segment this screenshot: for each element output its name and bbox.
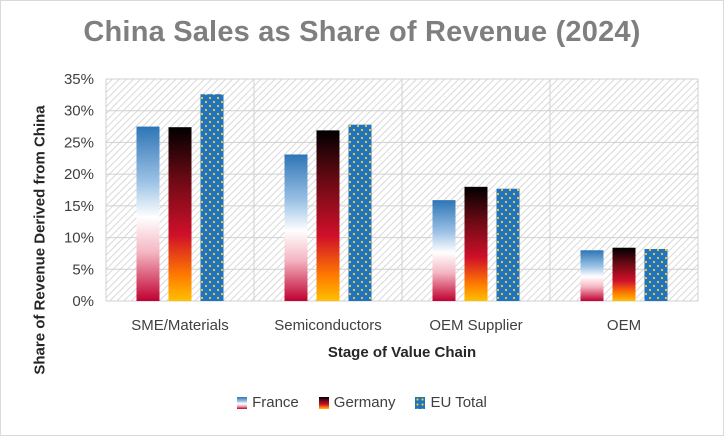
legend-label-france: France xyxy=(252,394,299,411)
y-tick-label: 0% xyxy=(72,293,94,310)
legend: France Germany EU Total xyxy=(0,394,724,411)
bar-germany[interactable] xyxy=(168,127,192,301)
x-tick-label: Semiconductors xyxy=(274,317,382,334)
y-tick-label: 35% xyxy=(64,71,94,88)
bar-france[interactable] xyxy=(284,154,308,301)
legend-item-france[interactable]: France xyxy=(237,394,299,411)
x-tick-label: OEM xyxy=(607,317,641,334)
y-tick-label: 10% xyxy=(64,230,94,247)
bar-eu-total[interactable] xyxy=(496,188,520,301)
bar-eu-total[interactable] xyxy=(348,124,372,301)
bar-germany[interactable] xyxy=(316,130,340,301)
bar-france[interactable] xyxy=(432,200,456,301)
legend-swatch-germany xyxy=(318,396,329,409)
legend-item-eu-total[interactable]: EU Total xyxy=(415,394,487,411)
legend-item-germany[interactable]: Germany xyxy=(318,394,396,411)
bar-germany[interactable] xyxy=(464,186,488,301)
x-tick-label: SME/Materials xyxy=(131,317,229,334)
bar-france[interactable] xyxy=(136,126,160,301)
bar-eu-total[interactable] xyxy=(200,94,224,301)
legend-swatch-france xyxy=(237,396,248,409)
bar-germany[interactable] xyxy=(612,247,636,301)
x-tick-label: OEM Supplier xyxy=(429,317,522,334)
y-tick-label: 15% xyxy=(64,198,94,215)
y-tick-label: 5% xyxy=(72,261,94,278)
bar-france[interactable] xyxy=(580,250,604,301)
y-tick-label: 20% xyxy=(64,166,94,183)
y-tick-label: 25% xyxy=(64,134,94,151)
legend-swatch-eu-total xyxy=(415,396,426,409)
y-axis-title: Share of Revenue Derived from China xyxy=(31,105,49,375)
x-axis-title: Stage of Value Chain xyxy=(327,344,477,361)
y-tick-label: 30% xyxy=(64,103,94,120)
legend-label-eu-total: EU Total xyxy=(430,394,487,411)
chart-title: China Sales as Share of Revenue (2024) xyxy=(83,16,641,48)
bar-eu-total[interactable] xyxy=(644,248,668,301)
legend-label-germany: Germany xyxy=(333,394,396,411)
